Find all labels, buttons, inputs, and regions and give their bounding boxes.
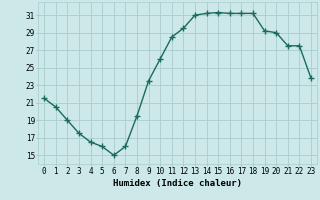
X-axis label: Humidex (Indice chaleur): Humidex (Indice chaleur) — [113, 179, 242, 188]
